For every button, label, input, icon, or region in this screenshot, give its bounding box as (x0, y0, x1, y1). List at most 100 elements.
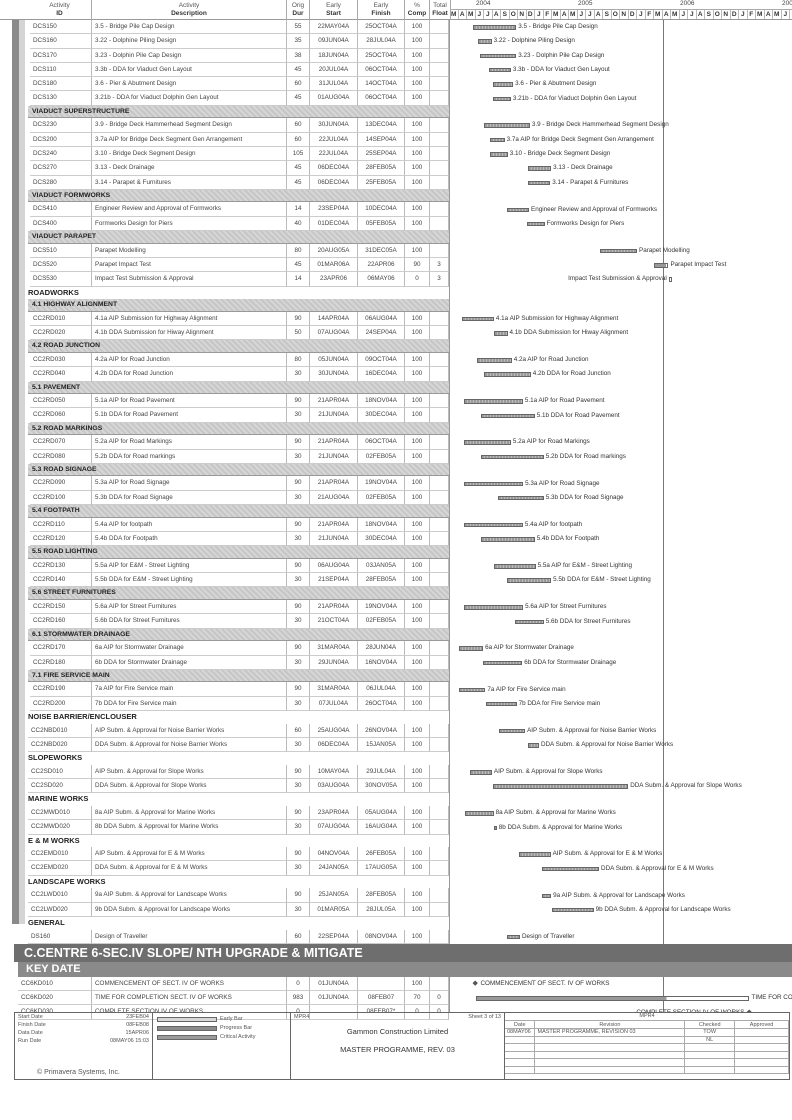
cell-finish: 28JUL05A (358, 902, 405, 917)
section-header[interactable]: GENERAL (0, 916, 792, 930)
group-header[interactable]: 5.3 ROAD SIGNAGE (0, 463, 792, 477)
table-row[interactable]: DCS170 3.23 - Dolphin Pile Cap Design 38 18… (0, 48, 792, 63)
section-header[interactable]: ROADWORKS (0, 286, 792, 300)
group-header[interactable]: 5.5 ROAD LIGHTING (0, 546, 792, 559)
cell-start: 21JUN04A (310, 449, 358, 464)
table-row[interactable]: CC2SD010 AIP Subm. & Approval for Slope W… (0, 764, 792, 780)
group-header[interactable]: 5.2 ROAD MARKINGS (0, 422, 792, 436)
table-row[interactable]: DCS510 Parapet Modelling 80 20AUG05A 31DEC05… (0, 243, 792, 258)
table-row[interactable]: CC2RD200 7b DDA for Fire Service main 30 07… (0, 696, 792, 711)
cell-id: DCS160 (30, 34, 92, 49)
table-row[interactable]: DCS400 Formworks Design for Piers 40 01DEC0… (0, 216, 792, 232)
table-row[interactable]: CC2RD020 4.1b DDA Submission for Hiway Al… (0, 326, 792, 341)
table-row[interactable]: CC2EMD020 DDA Subm. & Approval for E & M … (0, 861, 792, 876)
table-row[interactable]: CC2RD040 4.2b DDA for Road Junction 30 30JU… (0, 367, 792, 382)
section-header[interactable]: C.CENTRE 6-SEC.IV SLOPE/ NTH UPGRADE & M… (0, 943, 792, 962)
table-row[interactable]: CC2RD140 5.5b DDA for E&M - Street Lighti… (0, 573, 792, 588)
table-row[interactable]: CC2MWD010 8a AIP Subm. & Approval for Mar… (0, 805, 792, 821)
table-row[interactable]: CC2RD110 5.4a AIP for footpath 90 21APR04A 1… (0, 517, 792, 532)
cell-float (430, 449, 449, 464)
cell-start: 21SEP04A (310, 573, 358, 588)
table-row[interactable]: DCS240 3.10 - Bridge Deck Segment Design 1… (0, 146, 792, 162)
table-row[interactable]: CC2RD100 5.3b DDA for Road Signage 30 21AUG… (0, 490, 792, 506)
cell-float (430, 326, 449, 341)
cell-comp: 100 (405, 779, 430, 794)
table-row[interactable]: DCS230 3.9 - Bridge Deck Hammerhead Segme… (0, 118, 792, 133)
table-row[interactable]: CC2RD170 6a AIP for Stormwater Drainage 90… (0, 641, 792, 656)
group-header[interactable]: 4.2 ROAD JUNCTION (0, 340, 792, 353)
table-row[interactable]: DS160 Design of Traveller 60 22SEP04A 08NOV0… (0, 929, 792, 944)
table-row[interactable]: DCS130 3.21b - DDA for Viaduct Dolphin Ge… (0, 91, 792, 106)
table-row[interactable]: DCS180 3.6 - Pier & Abutment Design 60 31JU… (0, 77, 792, 92)
cell-float (430, 394, 449, 409)
table-row[interactable]: DCS530 Impact Test Submission & Approval 1… (0, 272, 792, 287)
table-row[interactable]: CC6KD020 TIME FOR COMPLETION SECT. IV OF … (0, 991, 792, 1006)
group-header[interactable]: 5.1 PAVEMENT (0, 381, 792, 395)
cell-start: 20AUG05A (310, 243, 358, 258)
cell-start: 05JUN04A (310, 352, 358, 368)
cell-id: CC2RD090 (30, 476, 92, 491)
table-row[interactable]: DCS160 3.22 - Dolphine Piling Design 35 09J… (0, 34, 792, 49)
table-row[interactable]: CC6KD010 COMMENCEMENT OF SECT. IV OF WORK… (0, 976, 792, 992)
table-row[interactable]: CC2RD130 5.5a AIP for E&M - Street Lighti… (0, 558, 792, 574)
year-label: 2006 (680, 0, 695, 7)
group-header[interactable]: 4.1 HIGHWAY ALIGNMENT (0, 299, 792, 312)
table-row[interactable]: DCS200 3.7a AIP for Bridge Deck Segment G… (0, 132, 792, 147)
table-row[interactable]: DCS410 Engineer Review and Approval of Fo… (0, 202, 792, 217)
group-header[interactable]: VIADUCT SUPERSTRUCTURE (0, 105, 792, 119)
cell-id: DCS280 (30, 175, 92, 190)
group-header[interactable]: VIADUCT PARAPET (0, 231, 792, 244)
legend-swatch (157, 1035, 217, 1040)
cell-finish: 09OCT04A (358, 352, 405, 368)
year-label: 2004 (476, 0, 491, 7)
table-row[interactable]: CC2RD150 5.6a AIP for Street Furnitures 90… (0, 600, 792, 615)
cell-float (430, 216, 449, 232)
cell-comp: 100 (405, 861, 430, 876)
section-header[interactable]: LANDSCAPE WORKS (0, 875, 792, 889)
table-row[interactable]: DCS520 Parapet Impact Test 45 01MAR06A 22APR… (0, 257, 792, 273)
group-header[interactable]: VIADUCT FORMWORKS (0, 189, 792, 203)
cell-comp: 100 (405, 367, 430, 382)
section-header[interactable]: SLOPEWORKS (0, 752, 792, 765)
cell-float (430, 929, 449, 944)
table-row[interactable]: CC2RD060 5.1b DDA for Road Pavement 30 21JU… (0, 408, 792, 423)
group-label: 6.1 STORMWATER DRAINAGE (28, 628, 449, 642)
table-row[interactable]: CC2SD020 DDA Subm. & Approval for Slope W… (0, 779, 792, 794)
section-header[interactable]: MARINE WORKS (0, 793, 792, 806)
section-header[interactable]: NOISE BARRIER/ENCLOUSER (0, 711, 792, 724)
table-row[interactable]: CC2RD010 4.1a AIP Submission for Highway … (0, 311, 792, 327)
table-row[interactable]: CC2RD180 6b DDA for Stormwater Drainage 30… (0, 655, 792, 670)
revision-cell: NL (684, 1036, 736, 1044)
group-header[interactable]: 6.1 STORMWATER DRAINAGE (0, 628, 792, 642)
table-row[interactable]: CC2RD050 5.1a AIP for Road Pavement 90 21AP… (0, 394, 792, 409)
table-row[interactable]: CC2NBD020 DDA Subm. & Approval for Noise … (0, 737, 792, 753)
table-row[interactable]: DCS280 3.14 - Parapet & Furnitures 45 06DEC… (0, 175, 792, 190)
legend-swatch (157, 1017, 217, 1022)
group-header[interactable]: 5.6 STREET FURNITURES (0, 587, 792, 601)
table-row[interactable]: CC2RD030 4.2a AIP for Road Junction 80 05JU… (0, 352, 792, 368)
table-row[interactable]: DCS150 3.5 - Bridge Pile Cap Design 55 22MA… (0, 20, 792, 35)
revision-header: Checked (684, 1021, 736, 1029)
table-row[interactable]: CC2RD080 5.2b DDA for Road markings 30 21JU… (0, 449, 792, 464)
group-header[interactable]: 7.1 FIRE SERVICE MAIN (0, 669, 792, 683)
table-row[interactable]: DCS270 3.13 - Deck Drainage 45 06DEC04A 28FE… (0, 161, 792, 176)
table-row[interactable]: CC2RD070 5.2a AIP for Road Markings 90 21AP… (0, 435, 792, 450)
cell-desc: Impact Test Submission & Approval (92, 272, 287, 287)
section-header[interactable]: KEY DATE (0, 961, 792, 977)
table-row[interactable]: CC2RD090 5.3a AIP for Road Signage 90 21APR… (0, 476, 792, 491)
month-label: J (782, 10, 790, 19)
table-row[interactable]: CC2MWD020 8b DDA Subm. & Approval for Mar… (0, 820, 792, 835)
table-row[interactable]: DCS110 3.3b - DDA for Viaduct Gen Layout 4… (0, 62, 792, 78)
cell-finish: 08FEB07 (358, 991, 405, 1006)
table-row[interactable]: CC2EMD010 AIP Subm. & Approval for E & M … (0, 847, 792, 862)
cell-desc: 6a AIP for Stormwater Drainage (92, 641, 287, 656)
legend: Early Bar Progress Bar Critical Activity (153, 1013, 291, 1079)
table-row[interactable]: CC2LWD010 9a AIP Subm. & Approval for Lan… (0, 888, 792, 903)
group-header[interactable]: 5.4 FOOTPATH (0, 505, 792, 518)
section-header[interactable]: E & M WORKS (0, 834, 792, 848)
table-row[interactable]: CC2NBD010 AIP Subm. & Approval for Noise … (0, 723, 792, 738)
table-row[interactable]: CC2RD160 5.6b DDA for Street Furnitures 30… (0, 614, 792, 629)
table-row[interactable]: CC2RD190 7a AIP for Fire Service main 90 31… (0, 682, 792, 697)
table-row[interactable]: CC2RD120 5.4b DDA for Footpath 30 21JUN04A 3… (0, 531, 792, 547)
table-row[interactable]: CC2LWD020 9b DDA Subm. & Approval for Lan… (0, 902, 792, 917)
